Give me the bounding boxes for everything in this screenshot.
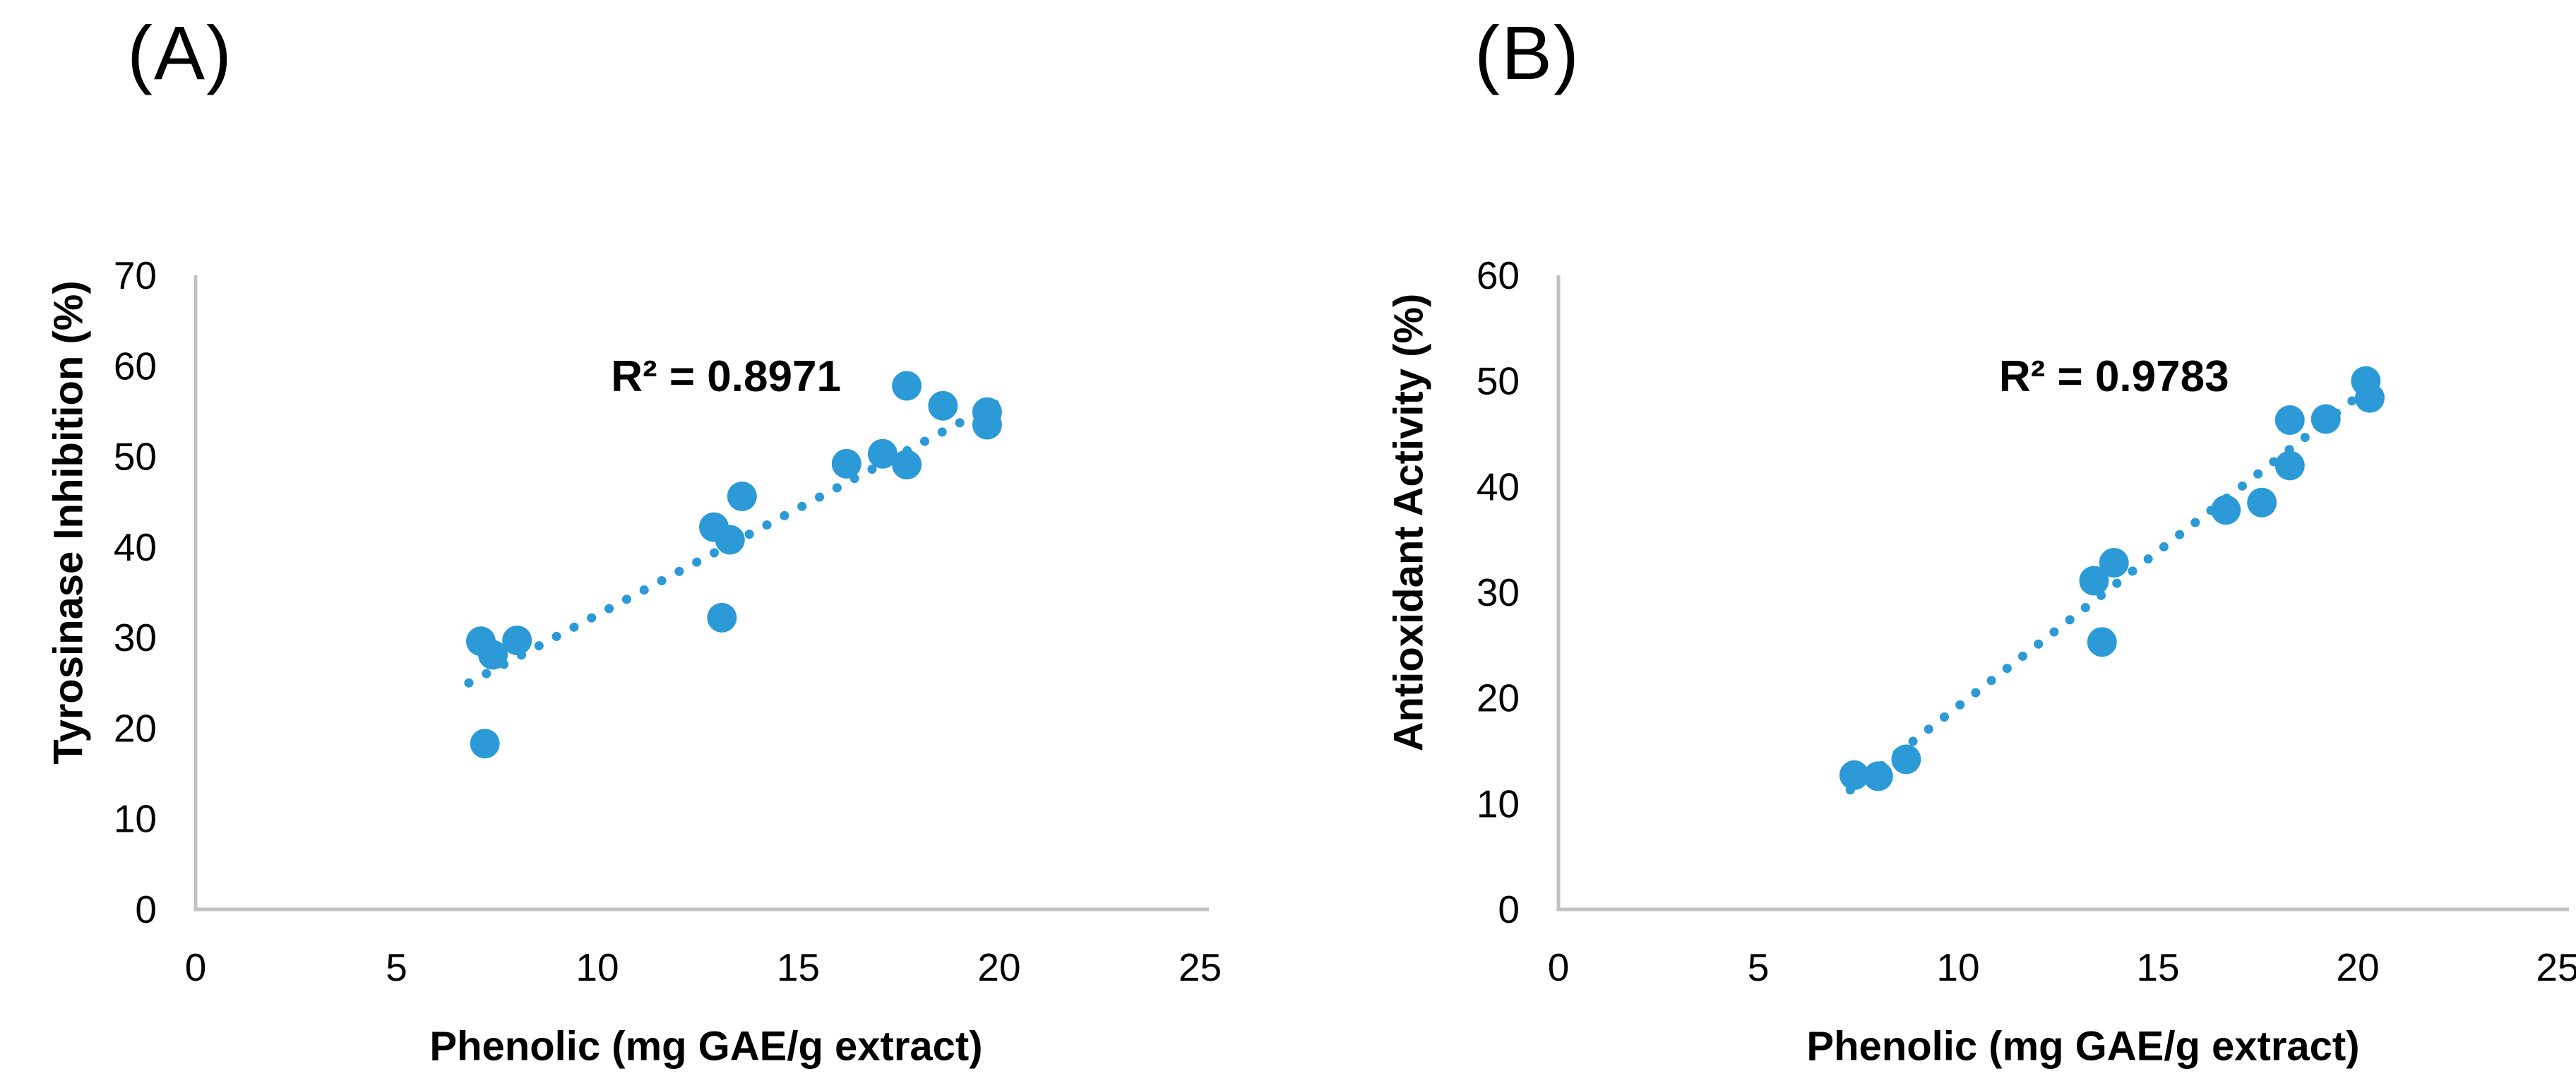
data-point — [470, 729, 500, 759]
x-tick-label: 15 — [777, 945, 820, 989]
x-tick-label: 20 — [977, 945, 1020, 989]
y-tick-label: 50 — [1477, 359, 1520, 403]
x-tick-label: 10 — [576, 945, 619, 989]
data-point — [2274, 405, 2305, 436]
data-point — [892, 371, 922, 401]
y-tick-label: 20 — [114, 706, 157, 750]
r-squared-label: R² = 0.8971 — [611, 352, 841, 401]
data-point — [2099, 548, 2129, 578]
scatter-panel-b: 0 10 20 30 40 50 60 0 5 10 15 20 25 Phenolic (mg GAE/… — [1386, 253, 2576, 1070]
data-point — [928, 390, 958, 421]
y-tick-label: 50 — [114, 435, 157, 479]
data-point — [2087, 627, 2117, 657]
data-point — [1863, 761, 1893, 791]
x-tick-label: 0 — [185, 945, 207, 989]
r-squared-label: R² = 0.9783 — [1999, 352, 2229, 401]
x-tick-label: 25 — [1179, 945, 1222, 989]
x-tick-label: 20 — [2336, 945, 2379, 989]
y-tick-label: 10 — [114, 797, 157, 841]
x-tick-label: 5 — [1748, 945, 1770, 989]
scatter-panel-a: 0 10 20 30 40 50 60 70 0 5 10 15 20 25 Phenolic (mg GA… — [46, 253, 1222, 1070]
data-point — [2079, 566, 2109, 596]
data-point — [478, 640, 508, 670]
data-point — [972, 410, 1002, 440]
panel-a-label: (A) — [127, 10, 233, 95]
data-point — [715, 525, 745, 555]
data-point — [2310, 404, 2341, 434]
axis-lines — [193, 275, 1209, 911]
y-tick-label: 10 — [1477, 782, 1520, 825]
data-point — [2247, 487, 2277, 518]
data-point — [502, 625, 532, 655]
data-point — [2354, 383, 2385, 413]
data-point — [1839, 760, 1869, 790]
y-tick-label: 0 — [135, 887, 157, 931]
panel-b-label: (B) — [1474, 10, 1580, 95]
trendline — [1845, 376, 2383, 795]
data-point — [727, 481, 757, 511]
y-tick-label: 40 — [1477, 465, 1520, 508]
y-tick-label: 20 — [1477, 676, 1520, 720]
y-tick-label: 70 — [114, 253, 157, 297]
x-tick-label: 15 — [2136, 945, 2179, 989]
data-point — [707, 602, 737, 633]
data-point — [892, 450, 922, 480]
y-axis-title: Tyrosinase Inhibition (%) — [46, 280, 92, 764]
data-point — [2274, 450, 2305, 481]
y-tick-label: 60 — [114, 344, 157, 388]
x-axis-title: Phenolic (mg GAE/g extract) — [1806, 1024, 2359, 1070]
x-tick-label: 0 — [1548, 945, 1570, 989]
data-point — [2211, 495, 2241, 525]
y-tick-label: 0 — [1498, 887, 1520, 931]
x-axis-title: Phenolic (mg GAE/g extract) — [429, 1024, 982, 1070]
data-point — [1891, 744, 1921, 775]
data-point — [831, 448, 861, 479]
data-point — [867, 438, 898, 469]
y-tick-label: 30 — [1477, 570, 1520, 614]
y-tick-label: 60 — [1477, 253, 1520, 297]
x-tick-label: 25 — [2536, 945, 2576, 989]
x-tick-label: 5 — [386, 945, 407, 989]
y-tick-label: 30 — [114, 616, 157, 659]
y-axis-title: Antioxidant Activity (%) — [1386, 294, 1432, 752]
y-tick-label: 40 — [114, 525, 157, 569]
x-tick-label: 10 — [1936, 945, 1979, 989]
axis-lines — [1556, 275, 2569, 911]
